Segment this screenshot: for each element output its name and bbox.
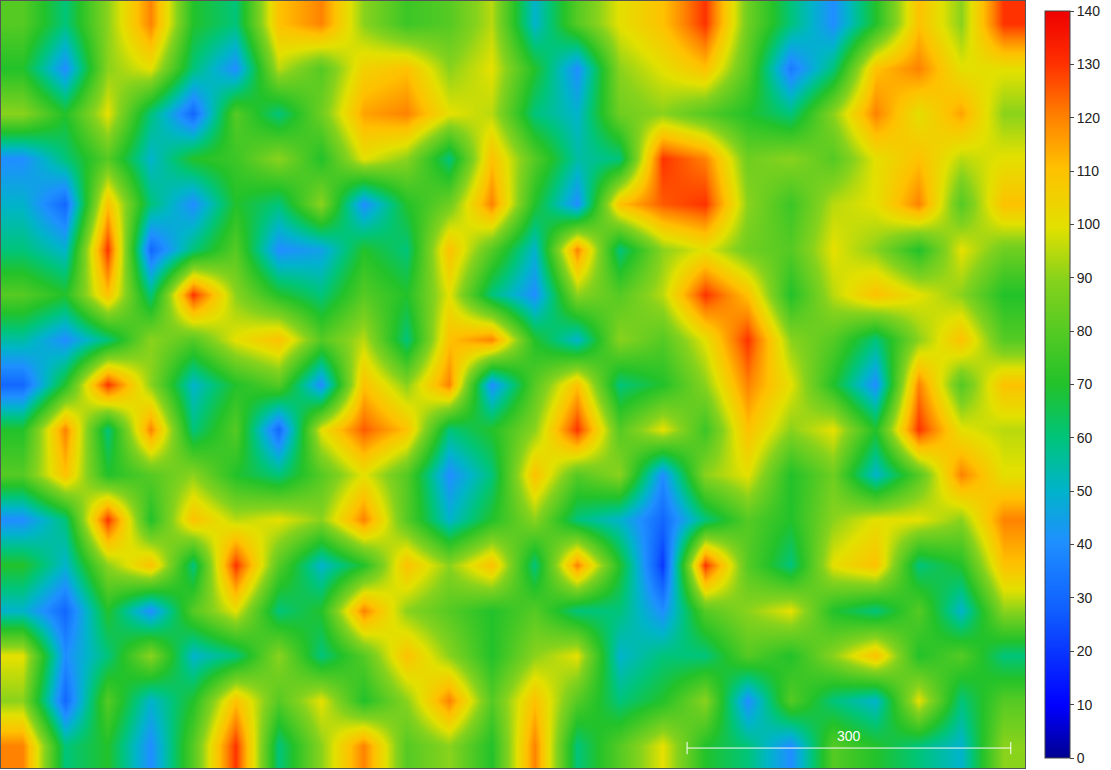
svg-text:110: 110 bbox=[1077, 163, 1100, 179]
svg-text:120: 120 bbox=[1077, 110, 1101, 126]
svg-text:20: 20 bbox=[1077, 643, 1093, 659]
svg-text:90: 90 bbox=[1077, 270, 1093, 286]
svg-text:60: 60 bbox=[1077, 430, 1093, 446]
svg-text:70: 70 bbox=[1077, 376, 1093, 392]
svg-text:40: 40 bbox=[1077, 536, 1093, 552]
svg-text:130: 130 bbox=[1077, 56, 1101, 72]
svg-text:100: 100 bbox=[1077, 216, 1101, 232]
svg-text:0: 0 bbox=[1077, 750, 1085, 766]
svg-text:30: 30 bbox=[1077, 590, 1093, 606]
svg-text:300: 300 bbox=[837, 728, 861, 744]
svg-text:10: 10 bbox=[1077, 697, 1093, 713]
svg-text:80: 80 bbox=[1077, 323, 1093, 339]
svg-text:140: 140 bbox=[1077, 3, 1101, 19]
svg-text:50: 50 bbox=[1077, 483, 1093, 499]
